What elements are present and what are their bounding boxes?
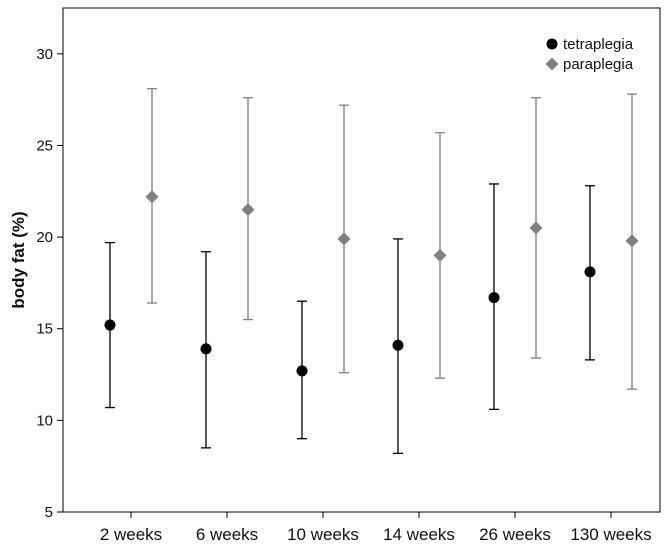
point-tetraplegia [584, 266, 596, 278]
legend-marker-tetraplegia [546, 38, 558, 50]
x-axis: 2 weeks 6 weeks 10 weeks 14 weeks 26 weeks 13… [100, 512, 652, 544]
legend-marker-paraplegia [545, 57, 559, 71]
point-paraplegia [625, 234, 639, 248]
point-paraplegia [145, 190, 159, 204]
point-tetraplegia [296, 365, 308, 377]
point-paraplegia [337, 232, 351, 246]
y-tick-label: 5 [45, 504, 53, 521]
data-marks [104, 87, 639, 455]
x-tick-label: 6 weeks [196, 525, 258, 544]
x-tick-label: 26 weeks [479, 525, 551, 544]
x-tick-label: 2 weeks [100, 525, 162, 544]
y-tick-label: 15 [36, 321, 53, 338]
y-tick-label: 20 [36, 229, 53, 246]
x-tick-label: 130 weeks [570, 525, 651, 544]
point-paraplegia [529, 221, 543, 235]
y-tick-label: 25 [36, 137, 53, 154]
point-paraplegia [433, 248, 447, 262]
point-paraplegia [241, 203, 255, 217]
point-tetraplegia [488, 292, 500, 304]
y-axis: 5 10 15 20 25 30 [36, 46, 63, 521]
legend-label-tetraplegia: tetraplegia [563, 36, 634, 53]
y-axis-label: body fat (%) [9, 211, 28, 308]
legend-label-paraplegia: paraplegia [563, 56, 634, 73]
y-tick-label: 30 [36, 46, 53, 63]
plot-frame [62, 7, 661, 513]
point-tetraplegia [104, 319, 116, 331]
legend: tetraplegia paraplegia [545, 36, 634, 73]
y-tick-label: 10 [36, 412, 53, 429]
point-tetraplegia [392, 339, 404, 351]
point-tetraplegia [200, 343, 212, 355]
x-tick-label: 10 weeks [287, 525, 359, 544]
x-tick-label: 14 weeks [383, 525, 455, 544]
